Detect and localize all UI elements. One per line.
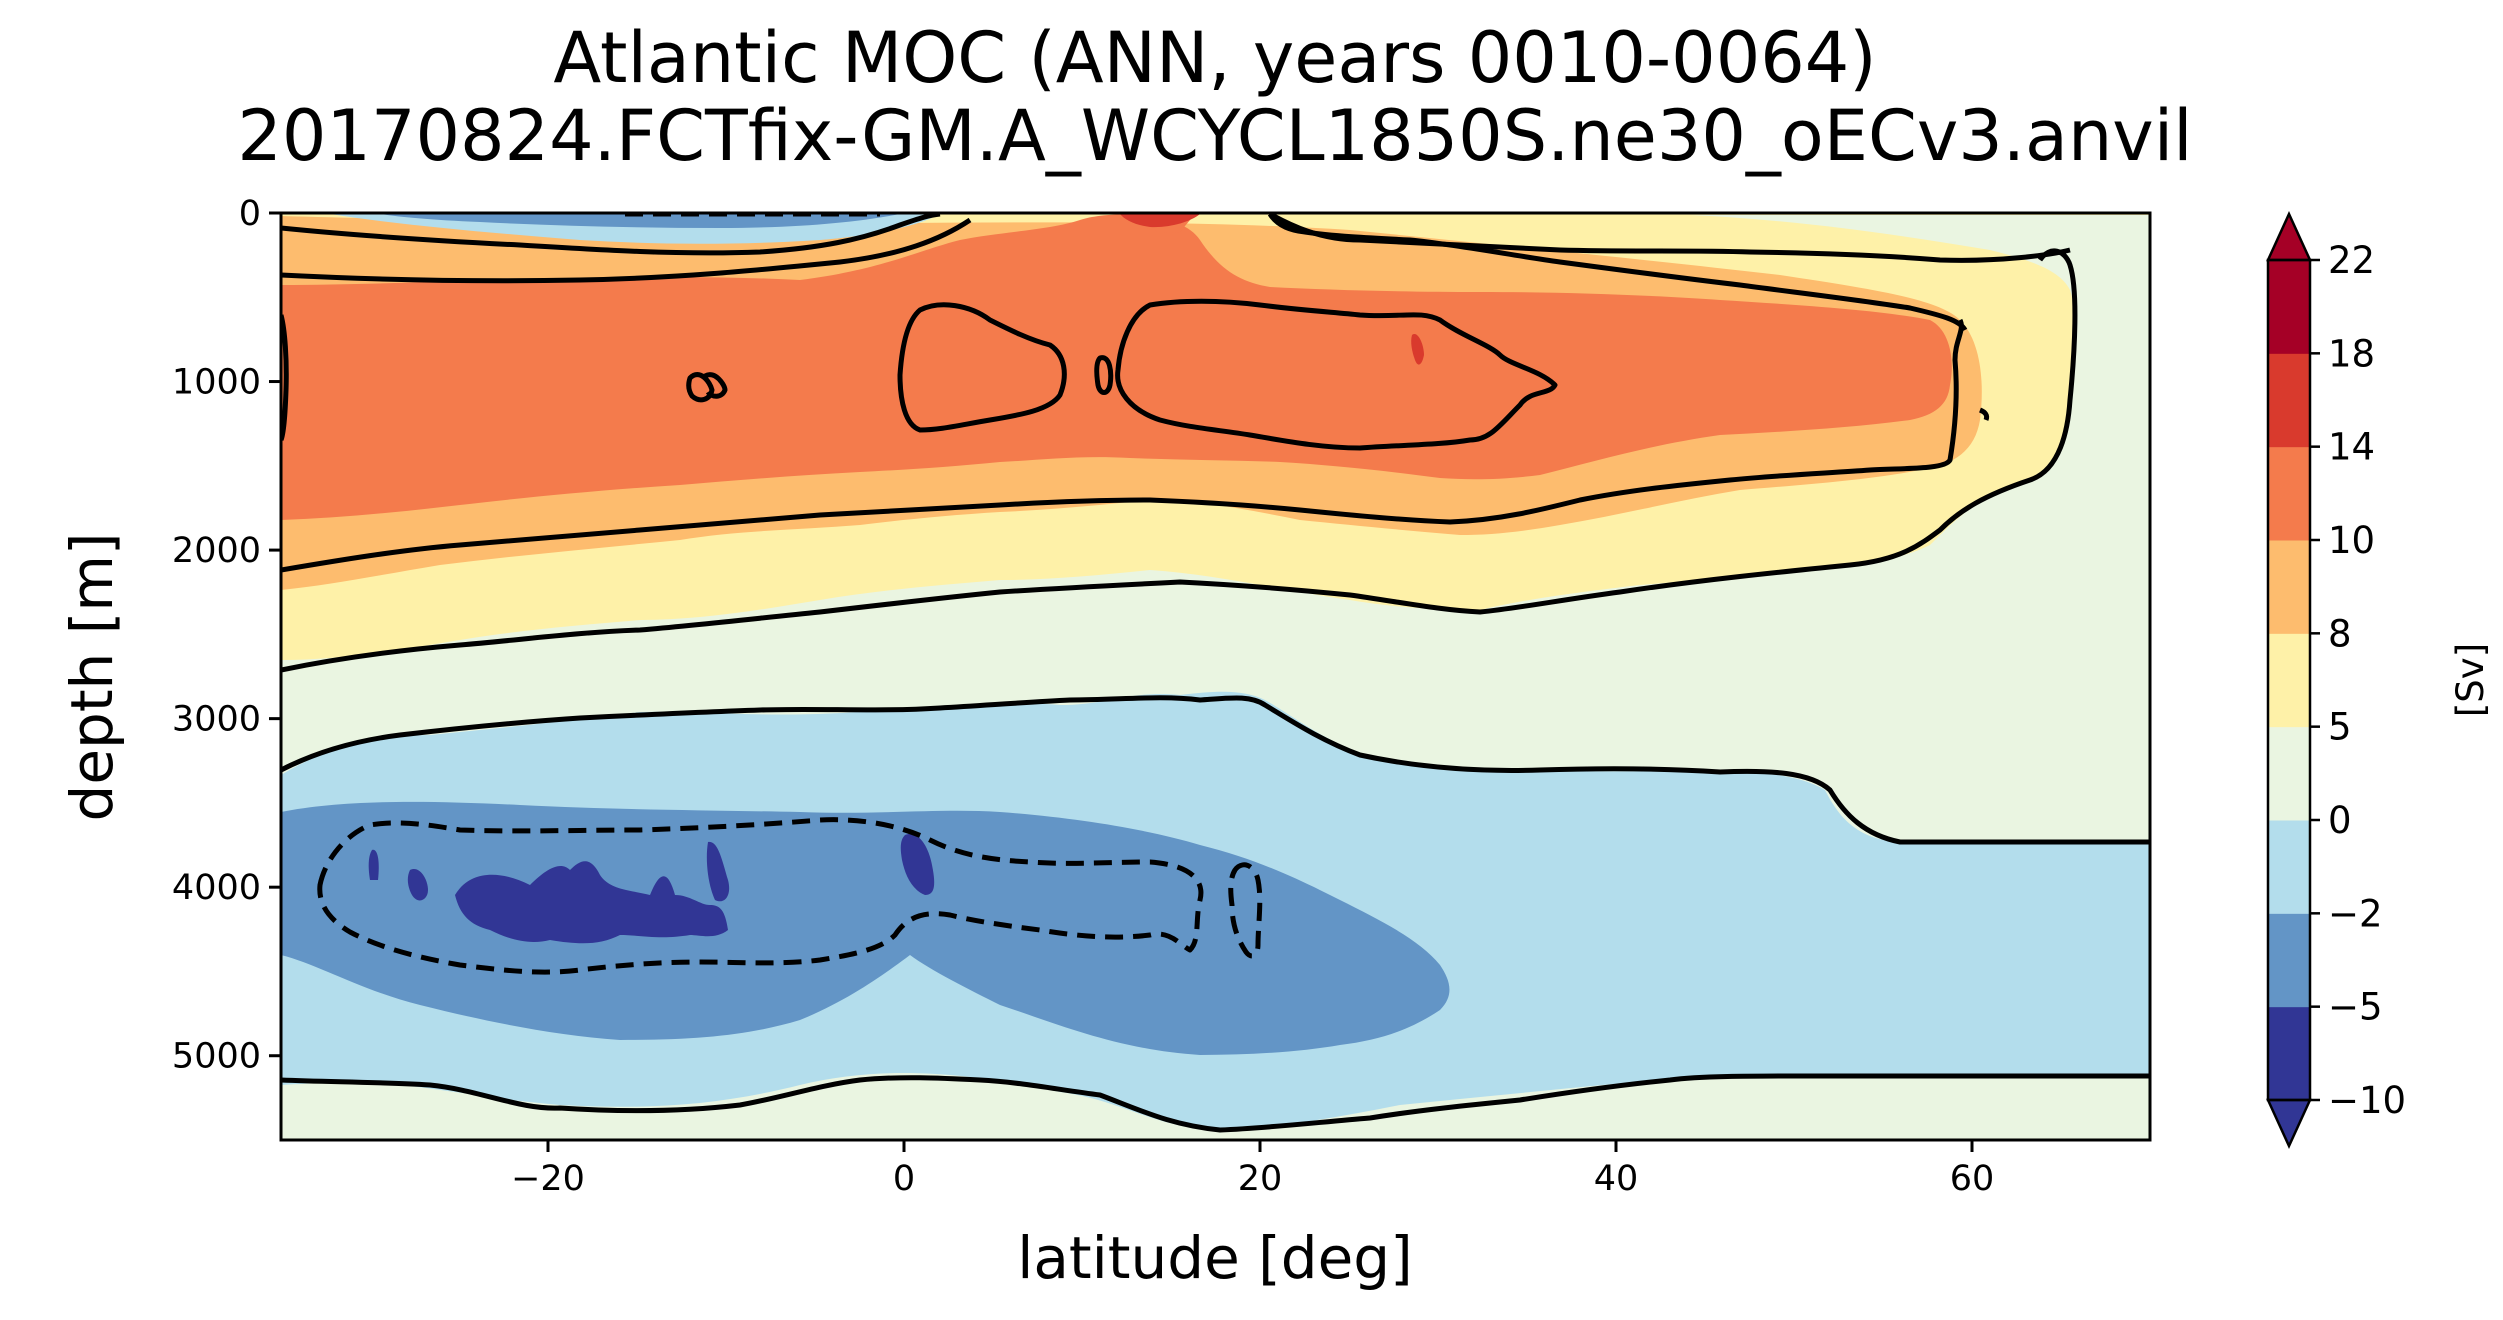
colorbar-tick-label: 10 <box>2328 519 2375 562</box>
colorbar-tick-label: 14 <box>2328 426 2375 469</box>
x-tick-label: 40 <box>1594 1159 1639 1199</box>
contour-line-10 <box>897 302 1067 433</box>
colorbar-extend-max <box>2266 210 2312 262</box>
x-axis-label: latitude [deg] <box>1017 1224 1413 1292</box>
contour-lines <box>281 213 2150 1133</box>
contour-line-5 <box>281 213 941 256</box>
contour-line-5 <box>281 318 1964 573</box>
colorbar-tick-label: 22 <box>2328 239 2375 282</box>
contour-line-0 <box>281 695 2150 845</box>
colorbar: −10 −5 −2 0 5 8 10 14 18 22 <box>2266 210 2406 1150</box>
colorbar-frame <box>2266 258 2312 1102</box>
colorbar-tick-label: −2 <box>2328 892 2383 935</box>
y-tick-label: 4000 <box>172 868 261 908</box>
colorbar-segment <box>2268 260 2310 354</box>
colorbar-segment <box>2268 353 2310 448</box>
colorbar-tick-label: 0 <box>2328 799 2352 842</box>
y-axis-label: depth [m] <box>58 532 126 821</box>
colorbar-tick-label: 8 <box>2328 612 2352 655</box>
x-tick-label: −20 <box>511 1159 585 1199</box>
colorbar-segment <box>2268 633 2310 728</box>
colorbar-segment <box>2268 820 2310 914</box>
x-tick-label: 60 <box>1950 1159 1995 1199</box>
contour-fill-below-neg5 <box>368 849 379 880</box>
colorbar-segment <box>2268 1006 2310 1101</box>
contour-line-neg5 <box>317 817 1204 975</box>
contour-line-5 <box>281 217 972 284</box>
y-tick-label: 5000 <box>172 1037 261 1077</box>
y-tick-label: 3000 <box>172 700 261 740</box>
contour-fill-below-neg5 <box>455 861 728 944</box>
contour-fill-below-neg5 <box>900 834 935 895</box>
x-axis: −20 0 20 40 60 <box>511 1140 1994 1199</box>
plot-frame <box>279 211 2152 1142</box>
contour-line-0 <box>281 248 2078 673</box>
y-axis: 0 1000 2000 3000 4000 5000 <box>172 194 281 1077</box>
colorbar-tick-label: 5 <box>2328 706 2352 749</box>
colorbar-segment <box>2268 726 2310 821</box>
chart-subtitle: 20170824.FCTfix-GM.A_WCYCL1850S.ne30_oEC… <box>237 95 2192 177</box>
colorbar-segment <box>2268 540 2310 634</box>
contour-line-10 <box>1115 298 1558 451</box>
contour-line-10 <box>1094 355 1114 395</box>
y-tick-label: 1000 <box>172 363 261 403</box>
contour-fill-below-neg5 <box>407 869 428 901</box>
contour-fill-14-18 <box>1411 334 1424 365</box>
y-tick-label: 2000 <box>172 531 261 571</box>
colorbar-segment <box>2268 446 2310 541</box>
colorbar-extend-min <box>2266 1098 2312 1150</box>
colorbar-segment <box>2268 913 2310 1008</box>
contour-line-0 <box>1268 213 2071 263</box>
contour-line-0 <box>281 1073 2150 1133</box>
contour-field <box>281 213 2150 1140</box>
colorbar-label: [Sv] <box>2449 643 2492 717</box>
contour-line-5 <box>1978 407 1990 421</box>
y-tick-label: 0 <box>239 194 261 234</box>
contour-line-10 <box>281 314 289 441</box>
chart-title: Atlantic MOC (ANN, years 0010-0064) <box>553 17 1876 99</box>
x-tick-label: 20 <box>1238 1159 1283 1199</box>
contour-fill-below-neg5 <box>706 841 730 902</box>
contour-line-neg5 <box>1228 862 1263 959</box>
colorbar-tick-label: −10 <box>2328 1079 2406 1122</box>
contour-fill-14-18 <box>1120 214 1200 228</box>
colorbar-tick-label: 18 <box>2328 332 2375 375</box>
contour-fill-surface-neg5 <box>380 214 900 228</box>
colorbar-tick-label: −5 <box>2328 986 2383 1029</box>
x-tick-label: 0 <box>893 1159 915 1199</box>
contour-line-10 <box>686 372 728 403</box>
